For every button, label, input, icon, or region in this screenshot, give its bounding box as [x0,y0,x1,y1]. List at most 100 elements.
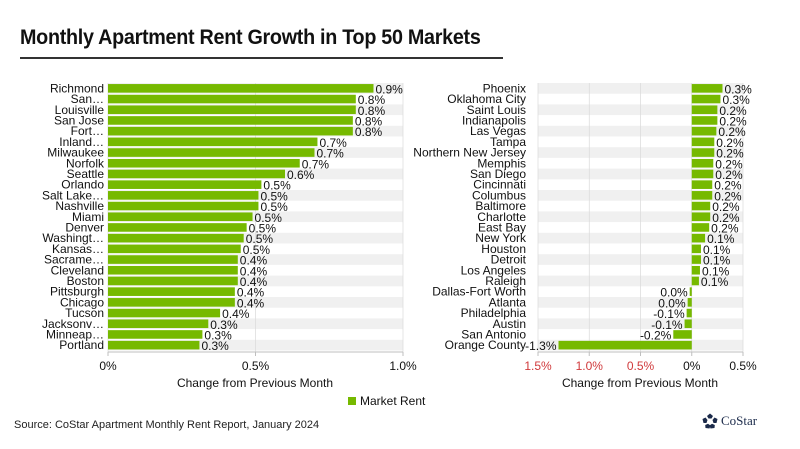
legend-swatch-market-rent [348,397,356,405]
data-label: 0.7% [319,136,347,150]
category-label: Detroit [491,253,527,267]
data-label: 0.4% [222,307,250,321]
bar-phoenix [691,84,723,93]
category-label: Boston [67,274,104,288]
category-label: Raleigh [485,274,526,288]
bar-portland [108,340,200,350]
bar-kansas [108,244,241,254]
bar-baltimore [691,201,711,211]
bar-washingt [108,233,244,243]
category-label: Houston [481,242,526,256]
title-divider [20,57,503,59]
data-label: 0.3% [204,328,232,342]
data-label: 0.5% [260,200,288,214]
data-label: 0.1% [702,264,730,278]
category-label: Pittsburgh [50,285,104,299]
x-axis-title: Change from Previous Month [177,376,333,390]
category-label: Seattle [67,167,105,181]
bar-oklahoma-city [691,94,721,104]
bar-northern-new-jersey [691,148,715,157]
bar-san-antonio [673,330,692,339]
chart-2: Phoenix 0.3% Oklahoma City 0.3% Saint Louis 0… [413,81,757,390]
data-label: 0.3% [722,93,750,107]
category-label: Columbus [472,188,526,202]
chart-1: Richmond 0.9% San… 0.8% Louisville 0.8% San Jo… [42,81,417,390]
category-label: Portland [59,338,104,352]
bar-salt-lake [108,191,259,200]
category-label: Washingt… [42,231,104,245]
data-label: 0.1% [703,243,731,257]
bar-memphis [691,158,714,168]
bar-tucson [108,308,221,318]
data-label: 0.4% [240,275,268,289]
bar-sacrame [108,255,238,264]
data-label: 0.5% [243,243,271,257]
data-label: 0.2% [716,147,744,161]
category-label: New York [475,231,527,245]
bar-fort [108,126,353,136]
category-label: Memphis [477,156,526,170]
data-label: 0.7% [317,147,345,161]
category-label: Orange County [445,338,526,352]
data-label: 0.2% [718,125,746,139]
category-label: Minneap… [46,327,104,341]
category-label: Atlanta [489,295,527,309]
data-label: 0.1% [701,275,729,289]
costar-star-icon [702,413,718,429]
data-label: 0.8% [355,125,383,139]
bar-san [108,94,356,104]
data-label: 0.7% [302,157,330,171]
data-label: 0.2% [719,114,747,128]
bar-saint-louis [691,105,718,115]
category-label: Los Angeles [461,263,526,277]
category-label: Fort… [71,124,104,138]
x-tick-label: 0% [683,359,701,373]
data-label: 0.0% [660,286,688,300]
bar-minneap [108,330,203,339]
data-label: 0.5% [249,221,277,235]
bar-las-vegas [691,126,717,136]
data-label: -1.3% [525,339,557,353]
bar-jacksonv [108,319,209,329]
data-label: 0.3% [201,339,229,353]
data-label: 0.8% [358,104,386,118]
bar-cleveland [108,265,238,275]
bar-columbus [691,191,713,200]
x-tick-label: 1.0% [576,359,604,373]
data-label: 0.2% [712,200,740,214]
bar-pittsburgh [108,287,235,296]
x-tick-label: 1.5% [524,359,552,373]
bar-raleigh [691,276,699,286]
data-label: 0.5% [255,211,283,225]
data-label: 0.4% [237,286,265,300]
category-label: San Jose [54,113,104,127]
bar-san-diego [691,169,714,179]
x-tick-label: 1.0% [389,359,417,373]
data-label: 0.2% [716,136,744,150]
bar-tampa [691,137,715,147]
x-tick-label: 0.5% [729,359,757,373]
costar-logo: CoStar [702,413,757,429]
category-label: Nashville [55,199,104,213]
bar-los-angeles [691,265,700,275]
data-label: 0.6% [287,168,315,182]
category-label: San… [71,92,104,106]
bar-cincinnati [691,180,713,189]
legend-label: Market Rent [360,394,426,408]
data-label: 0.2% [715,168,743,182]
bar-orange-county [558,340,692,350]
bar-nashville [108,201,259,211]
category-label: Tucson [65,306,104,320]
data-label: 0.0% [658,296,686,310]
bar-san-jose [108,116,353,125]
data-label: 0.2% [712,211,740,225]
data-label: 0.2% [714,189,742,203]
data-label: 0.2% [719,104,747,118]
data-label: 0.3% [210,318,238,332]
category-label: Dallas-Fort Worth [432,285,526,299]
bar-dallas-fort-worth [689,287,692,296]
data-label: 0.2% [714,179,742,193]
category-label: San Diego [470,167,526,181]
category-label: San Antonio [461,327,526,341]
bar-chicago [108,298,235,307]
